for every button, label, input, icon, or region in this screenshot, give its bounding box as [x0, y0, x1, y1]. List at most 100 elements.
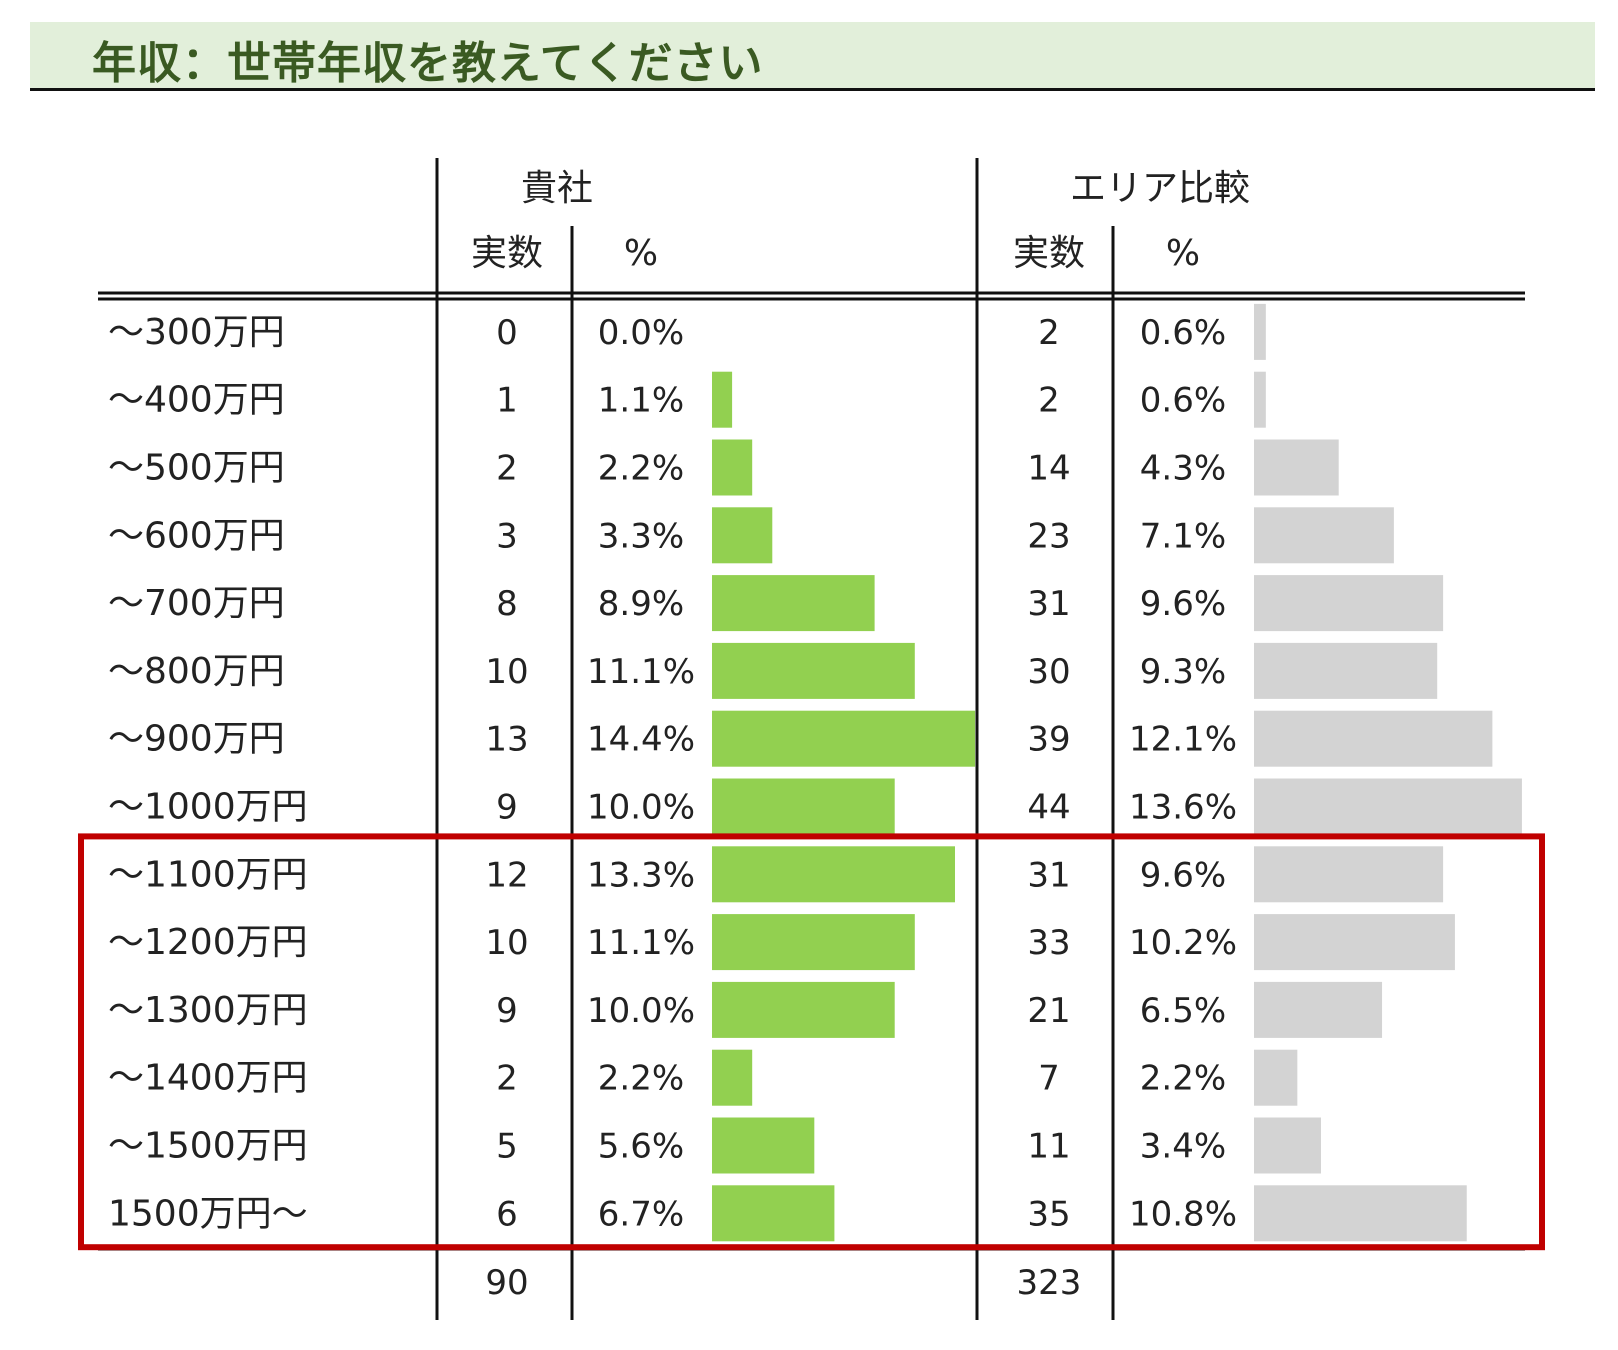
company-count: 6 — [496, 1194, 518, 1234]
area-percent: 6.5% — [1140, 991, 1226, 1031]
table-row: ～1300万円 9 10.0% 21 6.5% — [108, 981, 1383, 1038]
company-percent: 0.0% — [598, 313, 684, 353]
table-row: ～900万円 13 14.4% 39 12.1% — [108, 710, 1493, 767]
area-bar — [1254, 642, 1438, 699]
table-row: ～400万円 1 1.1% 2 0.6% — [108, 371, 1266, 428]
area-percent: 9.6% — [1140, 584, 1226, 624]
area-count: 7 — [1038, 1059, 1060, 1099]
highlight-box — [78, 833, 1545, 1251]
area-count: 30 — [1027, 652, 1070, 692]
area-percent: 4.3% — [1140, 449, 1226, 489]
area-count: 33 — [1027, 923, 1070, 963]
area-bar — [1254, 710, 1493, 767]
area-percent: 13.6% — [1129, 788, 1237, 828]
row-label: ～500万円 — [108, 448, 285, 489]
company-count: 2 — [496, 1059, 518, 1099]
area-bar — [1254, 439, 1339, 496]
table-row: ～1500万円 5 5.6% 11 3.4% — [108, 1117, 1321, 1174]
area-count: 31 — [1027, 584, 1070, 624]
table-row: ～1000万円 9 10.0% 44 13.6% — [108, 778, 1522, 835]
area-count: 23 — [1027, 516, 1070, 556]
area-count: 11 — [1027, 1127, 1070, 1167]
company-percent: 13.3% — [587, 855, 695, 895]
area-percent: 9.3% — [1140, 652, 1226, 692]
table-headers: 貴社 エリア比較 実数 % 実数 % — [471, 168, 1250, 274]
area-percent: 3.4% — [1140, 1127, 1226, 1167]
area-percent: 0.6% — [1140, 313, 1226, 353]
company-percent: 1.1% — [598, 381, 684, 421]
company-bar — [712, 1117, 815, 1174]
area-bar — [1254, 1117, 1321, 1174]
company-count: 5 — [496, 1127, 518, 1167]
company-count: 9 — [496, 788, 518, 828]
company-count: 9 — [496, 991, 518, 1031]
company-count: 12 — [485, 855, 528, 895]
area-percent: 7.1% — [1140, 516, 1226, 556]
row-label: ～300万円 — [108, 312, 285, 353]
company-percent: 2.2% — [598, 449, 684, 489]
table-totals: 90 323 — [485, 1263, 1081, 1303]
area-percent: 2.2% — [1140, 1059, 1226, 1099]
area-percent: 9.6% — [1140, 855, 1226, 895]
company-bar — [712, 642, 915, 699]
header-company-count: 実数 — [471, 233, 543, 274]
row-label: ～1300万円 — [108, 990, 308, 1031]
table-row: ～600万円 3 3.3% 23 7.1% — [108, 507, 1394, 564]
header-company: 貴社 — [521, 168, 593, 209]
area-bar — [1254, 507, 1394, 564]
company-bar — [712, 778, 895, 835]
area-count: 2 — [1038, 381, 1060, 421]
company-bar — [712, 1049, 753, 1106]
row-label: ～700万円 — [108, 583, 285, 624]
area-bar — [1254, 778, 1522, 835]
row-label: ～600万円 — [108, 515, 285, 556]
company-count: 13 — [485, 720, 528, 760]
row-label: 1500万円～ — [108, 1193, 308, 1234]
area-count: 35 — [1027, 1194, 1070, 1234]
area-count: 44 — [1027, 788, 1070, 828]
row-label: ～1400万円 — [108, 1058, 308, 1099]
company-count: 2 — [496, 449, 518, 489]
title-underline — [30, 88, 1595, 91]
company-total: 90 — [485, 1263, 528, 1303]
page-title: 年収：世帯年収を教えてください — [92, 38, 764, 89]
area-count: 14 — [1027, 449, 1070, 489]
company-percent: 5.6% — [598, 1127, 684, 1167]
company-bar — [712, 371, 733, 428]
area-bar — [1254, 981, 1383, 1038]
company-bar — [712, 846, 955, 903]
company-percent: 3.3% — [598, 516, 684, 556]
company-count: 8 — [496, 584, 518, 624]
area-bar — [1254, 575, 1444, 632]
company-percent: 10.0% — [587, 991, 695, 1031]
row-label: ～1500万円 — [108, 1126, 308, 1167]
company-count: 1 — [496, 381, 518, 421]
header-area-count: 実数 — [1013, 233, 1085, 274]
table-row: ～300万円 0 0.0% 2 0.6% — [108, 303, 1266, 360]
area-percent: 10.2% — [1129, 923, 1237, 963]
area-bar — [1254, 846, 1444, 903]
area-count: 31 — [1027, 855, 1070, 895]
company-count: 10 — [485, 923, 528, 963]
company-bar — [712, 914, 915, 971]
company-bar — [712, 507, 773, 564]
row-label: ～1100万円 — [108, 854, 308, 895]
area-bar — [1254, 914, 1455, 971]
area-count: 2 — [1038, 313, 1060, 353]
area-bar — [1254, 1185, 1467, 1242]
header-area: エリア比較 — [1070, 168, 1250, 209]
area-count: 39 — [1027, 720, 1070, 760]
row-label: ～1200万円 — [108, 922, 308, 963]
area-percent: 12.1% — [1129, 720, 1237, 760]
area-bar — [1254, 371, 1266, 428]
company-bar — [712, 439, 753, 496]
table-rows: ～300万円 0 0.0% 2 0.6%～400万円 1 1.1% 2 0.6%～500万円 2 2… — [108, 303, 1522, 1242]
row-label: ～900万円 — [108, 719, 285, 760]
company-bar — [712, 575, 875, 632]
table-row: ～1100万円 12 13.3% 31 9.6% — [108, 846, 1444, 903]
company-count: 3 — [496, 516, 518, 556]
table-row: ～1200万円 10 11.1% 33 10.2% — [108, 914, 1455, 971]
table-row: ～500万円 2 2.2% 14 4.3% — [108, 439, 1339, 496]
table-row: ～700万円 8 8.9% 31 9.6% — [108, 575, 1444, 632]
